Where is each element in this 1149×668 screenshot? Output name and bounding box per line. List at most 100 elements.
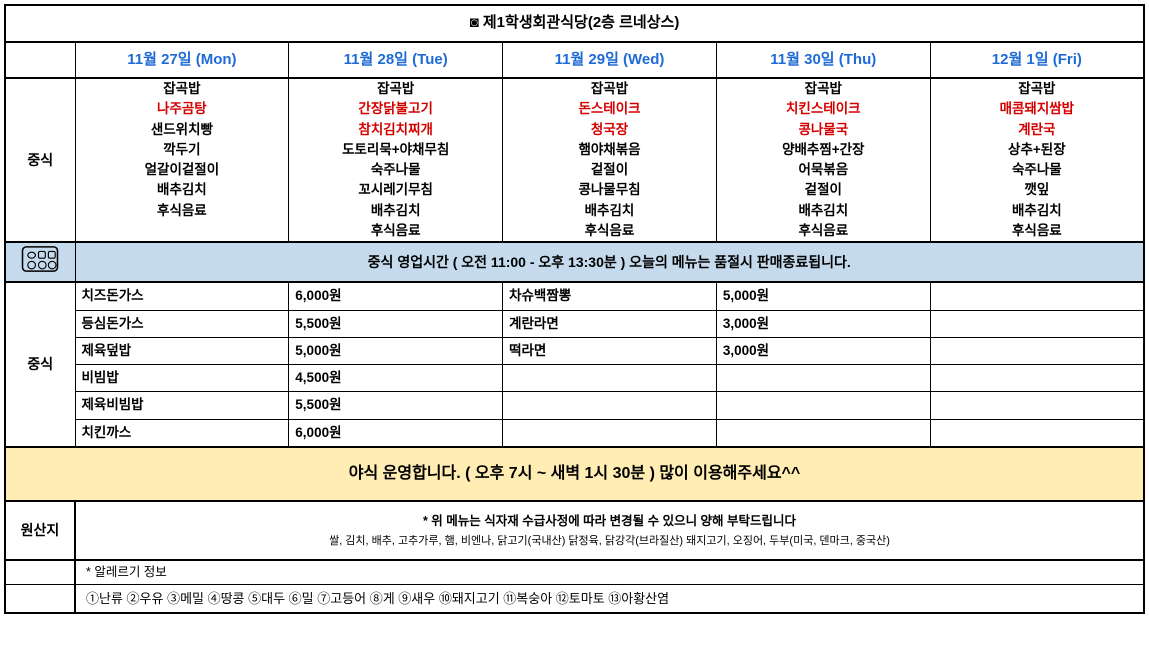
menu-side: 깻잎 bbox=[935, 180, 1139, 200]
title-row: ◙ 제1학생회관식당(2층 르네상스) bbox=[5, 5, 1144, 42]
hours-row: 중식 영업시간 ( 오전 11:00 - 오후 13:30분 ) 오늘의 메뉴는… bbox=[5, 242, 1144, 282]
meal-tray-icon bbox=[5, 242, 75, 282]
menu-side: 후식음료 bbox=[293, 221, 498, 241]
menu-tue: 잡곡밥 간장닭불고기 참치김치찌개 도토리묵+야채무침 숙주나물 꼬시레기무침 … bbox=[289, 78, 503, 242]
price-name bbox=[503, 365, 717, 392]
menu-side: 콩나물무침 bbox=[507, 180, 712, 200]
origin-content: * 위 메뉴는 식자재 수급사정에 따라 변경될 수 있으니 양해 부탁드립니다… bbox=[75, 501, 1144, 560]
price-section-label: 중식 bbox=[5, 282, 75, 447]
day-header-row: 11월 27일 (Mon) 11월 28일 (Tue) 11월 29일 (Wed… bbox=[5, 42, 1144, 79]
menu-main1: 치킨스테이크 bbox=[721, 99, 926, 119]
menu-fri: 잡곡밥 매콤돼지쌈밥 계란국 상추+된장 숙주나물 깻잎 배추김치 후식음료 bbox=[930, 78, 1144, 242]
menu-side: 샌드위치빵 bbox=[80, 120, 285, 140]
cafeteria-menu-table: ◙ 제1학생회관식당(2층 르네상스) 11월 27일 (Mon) 11월 28… bbox=[4, 4, 1145, 614]
origin-row: 원산지 * 위 메뉴는 식자재 수급사정에 따라 변경될 수 있으니 양해 부탁… bbox=[5, 501, 1144, 560]
page-title: ◙ 제1학생회관식당(2층 르네상스) bbox=[5, 5, 1144, 42]
price-value: 3,000원 bbox=[716, 310, 930, 337]
menu-rice: 잡곡밥 bbox=[293, 79, 498, 99]
price-name bbox=[503, 392, 717, 419]
empty-cell bbox=[930, 337, 1144, 364]
price-value bbox=[716, 419, 930, 447]
price-row-1: 중식 치즈돈가스 6,000원 차슈백짬뽕 5,000원 bbox=[5, 282, 1144, 310]
day-header-mon: 11월 27일 (Mon) bbox=[75, 42, 289, 79]
menu-side: 양배추찜+간장 bbox=[721, 140, 926, 160]
menu-main1: 매콤돼지쌈밥 bbox=[935, 99, 1139, 119]
menu-side: 숙주나물 bbox=[293, 160, 498, 180]
menu-main1: 돈스테이크 bbox=[507, 99, 712, 119]
price-name: 비빔밥 bbox=[75, 365, 289, 392]
price-value: 5,000원 bbox=[289, 337, 503, 364]
price-value: 5,500원 bbox=[289, 310, 503, 337]
menu-side: 상추+된장 bbox=[935, 140, 1139, 160]
menu-side: 어묵볶음 bbox=[721, 160, 926, 180]
price-row-2: 등심돈가스 5,500원 계란라면 3,000원 bbox=[5, 310, 1144, 337]
empty-cell bbox=[930, 282, 1144, 310]
menu-main2: 청국장 bbox=[507, 120, 712, 140]
allergy-label-text: * 알레르기 정보 bbox=[75, 560, 1144, 584]
menu-side: 겉절이 bbox=[721, 180, 926, 200]
price-row-6: 치킨까스 6,000원 bbox=[5, 419, 1144, 447]
lunch-label: 중식 bbox=[5, 78, 75, 242]
day-header-tue: 11월 28일 (Tue) bbox=[289, 42, 503, 79]
price-name: 치킨까스 bbox=[75, 419, 289, 447]
day-header-thu: 11월 30일 (Thu) bbox=[716, 42, 930, 79]
origin-detail: 쌀, 김치, 배추, 고추가루, 햄, 비엔나, 닭고기(국내산) 닭정육, 닭… bbox=[329, 535, 890, 547]
price-name: 치즈돈가스 bbox=[75, 282, 289, 310]
night-hours-row: 야식 운영합니다. ( 오후 7시 ~ 새벽 1시 30분 ) 많이 이용해주세… bbox=[5, 447, 1144, 501]
menu-main1: 간장닭불고기 bbox=[293, 99, 498, 119]
menu-side: 겉절이 bbox=[507, 160, 712, 180]
price-value: 6,000원 bbox=[289, 282, 503, 310]
menu-wed: 잡곡밥 돈스테이크 청국장 햄야채볶음 겉절이 콩나물무침 배추김치 후식음료 bbox=[503, 78, 717, 242]
origin-note: * 위 메뉴는 식자재 수급사정에 따라 변경될 수 있으니 양해 부탁드립니다 bbox=[423, 514, 796, 528]
price-name: 떡라면 bbox=[503, 337, 717, 364]
menu-thu: 잡곡밥 치킨스테이크 콩나물국 양배추찜+간장 어묵볶음 겉절이 배추김치 후식… bbox=[716, 78, 930, 242]
menu-rice: 잡곡밥 bbox=[80, 79, 285, 99]
price-name: 제육비빔밥 bbox=[75, 392, 289, 419]
price-name: 계란라면 bbox=[503, 310, 717, 337]
price-value: 5,000원 bbox=[716, 282, 930, 310]
allergy-label-row: * 알레르기 정보 bbox=[5, 560, 1144, 584]
empty-cell bbox=[930, 365, 1144, 392]
menu-rice: 잡곡밥 bbox=[507, 79, 712, 99]
menu-side: 배추김치 bbox=[935, 201, 1139, 221]
day-header-wed: 11월 29일 (Wed) bbox=[503, 42, 717, 79]
price-value bbox=[716, 365, 930, 392]
hours-text: 중식 영업시간 ( 오전 11:00 - 오후 13:30분 ) 오늘의 메뉴는… bbox=[75, 242, 1144, 282]
menu-side: 후식음료 bbox=[935, 221, 1139, 241]
empty-cell bbox=[930, 310, 1144, 337]
menu-rice: 잡곡밥 bbox=[721, 79, 926, 99]
menu-side: 꼬시레기무침 bbox=[293, 180, 498, 200]
price-value: 4,500원 bbox=[289, 365, 503, 392]
origin-label: 원산지 bbox=[5, 501, 75, 560]
price-name bbox=[503, 419, 717, 447]
menu-side: 숙주나물 bbox=[935, 160, 1139, 180]
menu-side: 후식음료 bbox=[80, 201, 285, 221]
menu-main1: 나주곰탕 bbox=[80, 99, 285, 119]
menu-side: 햄야채볶음 bbox=[507, 140, 712, 160]
price-row-4: 비빔밥 4,500원 bbox=[5, 365, 1144, 392]
empty-cell bbox=[5, 584, 75, 613]
menu-side: 깍두기 bbox=[80, 140, 285, 160]
menu-main2: 계란국 bbox=[935, 120, 1139, 140]
menu-side: 후식음료 bbox=[507, 221, 712, 241]
menu-side: 배추김치 bbox=[293, 201, 498, 221]
price-value: 3,000원 bbox=[716, 337, 930, 364]
price-value bbox=[716, 392, 930, 419]
menu-main2: 콩나물국 bbox=[721, 120, 926, 140]
price-name: 등심돈가스 bbox=[75, 310, 289, 337]
price-row-3: 제육덮밥 5,000원 떡라면 3,000원 bbox=[5, 337, 1144, 364]
price-name: 제육덮밥 bbox=[75, 337, 289, 364]
price-value: 5,500원 bbox=[289, 392, 503, 419]
blank-label bbox=[5, 42, 75, 79]
lunch-menu-row: 중식 잡곡밥 나주곰탕 샌드위치빵 깍두기 얼갈이겉절이 배추김치 후식음료 잡… bbox=[5, 78, 1144, 242]
empty-cell bbox=[930, 419, 1144, 447]
empty-cell bbox=[930, 392, 1144, 419]
menu-side: 도토리묵+야채무침 bbox=[293, 140, 498, 160]
empty-cell bbox=[5, 560, 75, 584]
menu-rice: 잡곡밥 bbox=[935, 79, 1139, 99]
menu-side: 배추김치 bbox=[507, 201, 712, 221]
menu-main2: 참치김치찌개 bbox=[293, 120, 498, 140]
allergy-list-row: ①난류 ②우유 ③메밀 ④땅콩 ⑤대두 ⑥밀 ⑦고등어 ⑧게 ⑨새우 ⑩돼지고기… bbox=[5, 584, 1144, 613]
price-row-5: 제육비빔밥 5,500원 bbox=[5, 392, 1144, 419]
night-hours-text: 야식 운영합니다. ( 오후 7시 ~ 새벽 1시 30분 ) 많이 이용해주세… bbox=[5, 447, 1144, 501]
